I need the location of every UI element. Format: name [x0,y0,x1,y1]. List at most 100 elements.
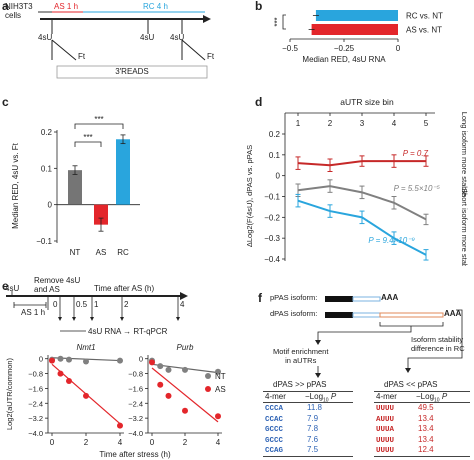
kmer-cell: UUUU [376,405,395,413]
nt-point [66,356,72,363]
y-tick-label: 0.1 [41,164,53,173]
col-logp: −Log [305,391,324,401]
table-dpas-up: dPAS >> pPAS 4-mer −Log10 P CCCA 11.8 CCAC 7… [263,380,353,457]
table-row: UUUA 13.4 [374,424,470,435]
as-point [157,381,164,388]
as-point [149,359,155,366]
as-point [83,392,89,399]
nt-point [215,368,221,375]
x-tick-label: −0.5 [282,44,298,53]
y-tick-label: −0.2 [264,213,280,222]
bar-chart-c: −0.1 0 0.1 0.2 NT AS RC ****** Median RED, 4sU v… [11,115,140,257]
su-label-3: 4sU [170,33,185,42]
y-tick-label: −3.2 [128,414,143,423]
chart-title: aUTR size bin [340,97,394,107]
y-tick-label: 0.2 [41,128,53,137]
ft-label-1: Ft [78,52,86,61]
y-tick-label: −4.0 [128,429,143,438]
table-row: CCAG 7.5 [263,445,353,457]
y-tick-label: 0 [48,201,53,210]
e-su-label: 4sU [5,284,20,293]
table-header: 4-mer −Log10 P [374,390,470,403]
bar-as [94,204,108,225]
legend-marker-nt [205,373,211,379]
table-row: AUUU 13.4 [374,414,470,425]
panel-b: b RC vs. NT AS vs. NT −0.5 −0.25 0 Median RED… [240,0,474,82]
table-row: GCCC 7.6 [263,435,353,446]
col-logp: −Log [416,391,435,401]
as-fit-line [151,367,219,423]
nt-point [157,363,164,370]
line-chart-d: aUTR size bin 1 2 3 4 5 0.2 0.1 0 −0.1 −0.2 −0.3 −0.… [245,97,469,266]
y-tick-label: 0.1 [269,151,281,160]
reads-label: 3′READS [115,67,149,76]
kmer-cell: GCCC [265,426,284,434]
cells-label: NIH3T3 cells [5,2,33,20]
e-remove-label: Remove 4sU and AS [34,276,81,294]
legend-marker-as [205,386,211,392]
y-tick-label: −0.1 [36,237,52,246]
e-time-arrowhead [176,317,180,321]
as-point [215,413,221,420]
kmer-cell: CCAG [265,447,284,455]
bar-rc [116,139,130,205]
e-time-label: 1 [94,300,99,309]
kmer-cell: GCCC [265,436,284,445]
dpas-cutr [352,312,381,318]
logp-cell: 7.5 [307,445,319,454]
y-axis-label: ΔLog2(F(4sU), dPAS vs. pPAS [245,145,254,247]
as-point [165,392,172,399]
as-point [66,378,72,384]
table-row: UUUU 12.4 [374,445,470,457]
logp-cell: 13.4 [418,434,434,444]
bar-label: AS vs. NT [406,26,442,35]
y-tick-label: −0.8 [28,370,43,379]
isoform-label: Isoform stability difference in RC [411,335,465,353]
signif-stars: *** [273,17,282,26]
panel-a-label: a [2,0,9,13]
x-tick-label: AS [96,248,107,257]
reads-box [56,65,208,79]
su-arrows [51,19,206,61]
y-tick-label: −0.3 [264,234,280,243]
kmer-cell: AUUU [376,415,395,424]
panel-e: e 4sU Remove 4sU and AS Time after AS (h… [0,276,240,460]
panel-f-diagram [315,296,463,378]
x-tick-label: 2 [84,438,89,447]
e-timeline [6,295,182,297]
panel-a: a NIH3T3 cells AS 1 h RC 4 h 4sU 4sU 4sU… [0,0,230,82]
x-axis-label: Median RED, 4sU RNA [302,55,386,64]
as-point [182,407,188,414]
motif-label: Motif enrichment in aUTRs [273,347,329,365]
logp-cell: 7.8 [307,424,319,433]
table-row: CCCA 11.8 [263,403,353,414]
y-tick-label: 0.2 [269,130,281,139]
e-time-arrowhead [72,317,76,321]
panel-b-label: b [255,0,263,13]
bar-chart-b: RC vs. NT AS vs. NT −0.5 −0.25 0 Median RED, … [273,10,443,64]
legend-label-as: AS [215,385,226,394]
aaa-label-1: AAA [381,293,399,302]
table-row: UUUU 49.5 [374,403,470,414]
y-tick-label: 0 [276,172,281,181]
aaa-label-2: AAA [444,309,462,318]
bar-as [311,24,398,35]
as-1h-label: AS 1 h [54,2,79,11]
kmer-cell: CCCA [265,405,284,413]
dpas-autr [379,312,444,318]
motif-down-arrowhead [315,373,321,378]
y-tick-label: −2.4 [128,399,143,408]
e-time-label: 0 [53,300,58,309]
table-dpas-down: dPAS << pPAS 4-mer −Log10 P UUUU 49.5 AUUU 1… [374,380,470,457]
plot-title-purb: Purb [177,343,194,352]
y-tick-label: −4.0 [28,429,43,438]
x-tick-label: 0 [50,438,55,447]
table-title: dPAS << pPAS [384,380,438,389]
panel-d: d aUTR size bin 1 2 3 4 5 0.2 0.1 0 −0.1 −0.2 −0.3 −… [240,95,474,266]
kmer-cell: UUUU [376,436,395,445]
panel-f: f pPAS isoform: dPAS isoform: AAA AAA Mo… [248,280,474,460]
kmer-cell: UUUU [376,447,395,455]
col-4mer: 4-mer [376,391,397,401]
y-tick-label: 0 [139,355,143,364]
y-axis-label: Log2(aUTR/common) [5,357,14,430]
